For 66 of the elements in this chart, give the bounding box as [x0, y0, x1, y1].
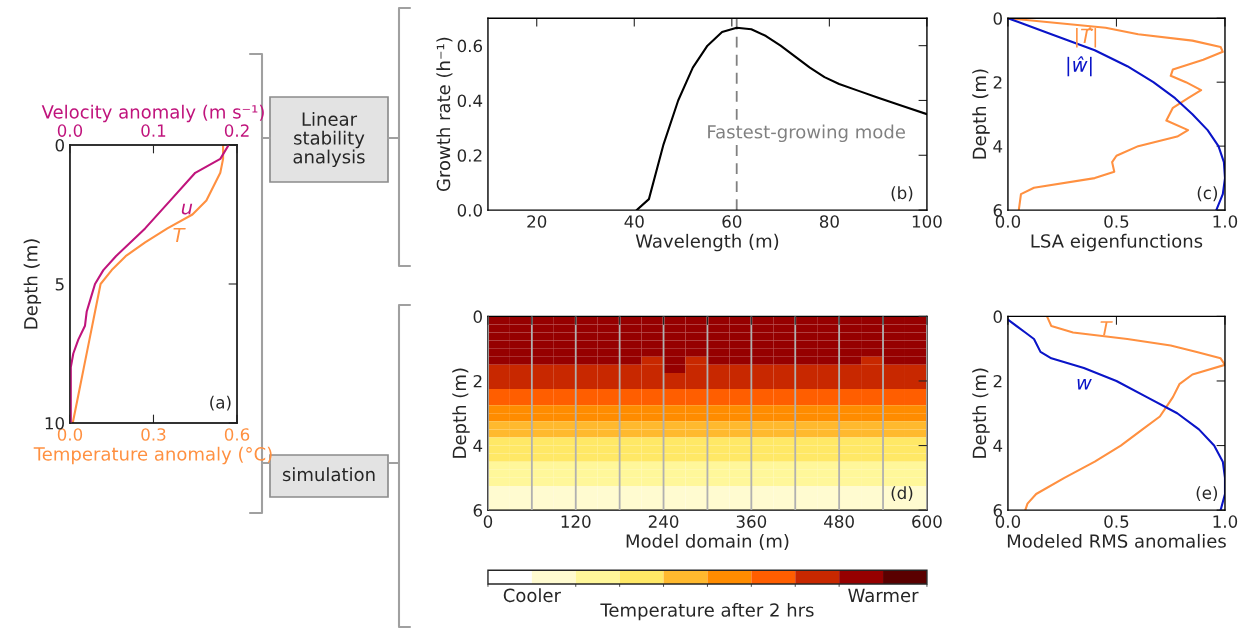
x-tick-label: 480	[824, 515, 854, 528]
x-tick-label: 1.0	[1213, 215, 1238, 228]
x-tick-label: 360	[736, 515, 767, 528]
y-tick-label: 0.2	[457, 149, 482, 162]
y-axis-title: Depth (m)	[972, 69, 990, 159]
y-tick-label: 4	[473, 439, 483, 452]
y-tick-label: 6	[993, 504, 1003, 517]
y-tick-label: 0	[993, 310, 1002, 323]
x-axis-title: Temperature anomaly (°C)	[33, 446, 272, 465]
y-tick-label: 2	[473, 374, 482, 388]
x-axis-title: LSA eigenfunctions	[1031, 233, 1203, 252]
y-tick-label: 0.4	[457, 94, 483, 108]
x-tick-label: 0	[483, 515, 493, 528]
x-tick-label: 120	[561, 515, 591, 528]
y-tick-label: 2	[993, 76, 1002, 89]
y-tick-label: 6	[993, 204, 1003, 217]
series-label: u	[181, 203, 193, 215]
y-tick-label: 0	[473, 310, 482, 323]
y-tick-label: 4	[993, 140, 1003, 153]
x-tick-label: 40	[624, 215, 644, 228]
x-tick-label: 20	[527, 215, 547, 228]
annotation: (c)	[1197, 186, 1218, 202]
y-tick-label: 0	[993, 12, 1002, 25]
x-tick-label: 60	[722, 215, 742, 228]
x-axis-title: Wavelength (m)	[635, 233, 779, 252]
y-tick-label: 0.0	[457, 204, 482, 217]
text: Linear stability analysis	[293, 111, 365, 168]
x-tick-label: 1.0	[1213, 515, 1238, 528]
series-label: |T̂|	[1076, 27, 1097, 48]
x2-tick-label: 0.2	[224, 124, 249, 137]
annotation: (e)	[1196, 486, 1218, 502]
annotation: (d)	[891, 486, 913, 502]
y-axis-title: Depth (m)	[972, 368, 990, 458]
y-axis-title: Growth rate (h⁻¹)	[436, 37, 453, 192]
x-tick-label: 100	[912, 215, 942, 228]
ref-line-label: Fastest-growing mode	[708, 124, 905, 143]
x-tick-label: 0.6	[224, 428, 250, 441]
y-tick-label: 6	[473, 504, 483, 517]
color-bar-label: Warmer	[848, 588, 919, 603]
color-bar-title: Temperature after 2 hrs	[600, 602, 814, 621]
annotation: (a)	[210, 395, 231, 411]
y-axis-title: Depth (m)	[452, 368, 470, 458]
y-tick-label: 0.6	[457, 39, 483, 53]
series-label: |ŵ|	[1067, 56, 1092, 77]
series-label: w	[1077, 378, 1092, 390]
x-tick-label: 600	[912, 515, 942, 528]
series-label: T	[1100, 321, 1113, 336]
x-tick-label: 0.3	[141, 428, 166, 441]
x-tick-label: 0.5	[1104, 515, 1129, 528]
annotation: (b)	[891, 186, 913, 202]
x-tick-label: 0.5	[1104, 215, 1129, 228]
y-tick-label: 5	[55, 278, 64, 291]
x-axis-title: Model domain (m)	[626, 533, 789, 550]
x-tick-label: 240	[648, 515, 679, 528]
x-axis-title: Modeled RMS anomalies	[1007, 533, 1226, 548]
y-tick-label: 0	[55, 138, 64, 152]
x2-axis-title: Velocity anomaly (m s⁻¹)	[41, 104, 264, 123]
y-axis-title: Depth (m)	[23, 239, 42, 329]
y-tick-label: 10	[45, 416, 64, 430]
x2-tick-label: 0.1	[141, 124, 166, 137]
y-tick-label: 2	[993, 374, 1002, 388]
color-bar-label: Cooler	[503, 588, 561, 603]
x-tick-label: 80	[819, 215, 839, 228]
series-label: T	[173, 227, 186, 243]
text: simulation	[282, 467, 375, 482]
y-tick-label: 4	[993, 439, 1003, 452]
